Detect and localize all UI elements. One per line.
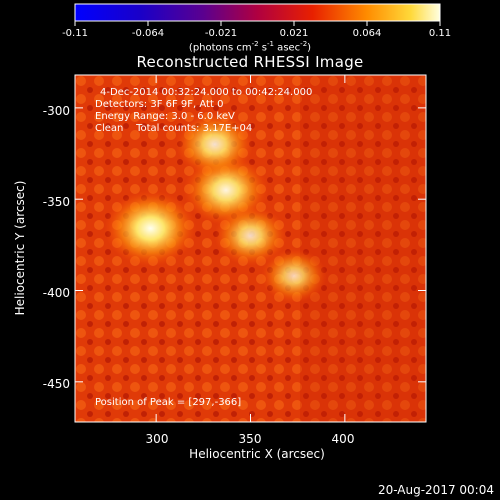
colorbar-tick-label: -0.021 <box>204 28 238 39</box>
emission-source <box>214 205 287 266</box>
x-axis-label: Heliocentric X (arcsec) <box>189 447 325 461</box>
y-tick-label: -400 <box>42 286 70 300</box>
y-tick-label: -300 <box>42 104 70 118</box>
emission-source <box>104 190 197 267</box>
annotation-counts: Clean Total counts: 3.17E+04 <box>95 123 253 134</box>
annotation-time-range: 4-Dec-2014 00:32:24.000 to 00:42:24.000 <box>100 87 313 98</box>
emission-source <box>261 248 327 303</box>
colorbar-tick-label: 0.11 <box>428 28 452 39</box>
footer-date: 20-Aug-2017 00:04 <box>377 483 494 497</box>
colorbar-ticks <box>74 21 441 26</box>
x-tick-label: 400 <box>331 432 355 446</box>
colorbar-tick-label: 0.064 <box>352 28 382 39</box>
y-axis-label: Heliocentric Y (arcsec) <box>13 180 27 316</box>
y-tick-label: -450 <box>42 377 70 391</box>
chart-title: Reconstructed RHESSI Image <box>136 53 364 71</box>
y-tick-label: -350 <box>42 195 70 209</box>
annotation-energy: Energy Range: 3.0 - 6.0 keV <box>95 111 235 122</box>
colorbar-tick-label: 0.021 <box>279 28 309 39</box>
sources-layer <box>104 112 327 303</box>
peak-position-label: Position of Peak = [297,-366] <box>95 397 242 408</box>
x-tick-label: 300 <box>145 432 169 446</box>
colorbar-units: (photons cm-2 s-1 asec-2) <box>188 40 312 54</box>
colorbar-tick-label: -0.11 <box>62 28 88 39</box>
heatmap-image <box>75 75 426 422</box>
colorbar <box>74 3 441 22</box>
axis-ticks <box>75 75 426 422</box>
colorbar-tick-label: -0.064 <box>131 28 165 39</box>
annotation-detectors: Detectors: 3F 6F 9F, Att 0 <box>95 99 224 110</box>
emission-source <box>175 112 254 177</box>
x-tick-label: 350 <box>238 432 262 446</box>
